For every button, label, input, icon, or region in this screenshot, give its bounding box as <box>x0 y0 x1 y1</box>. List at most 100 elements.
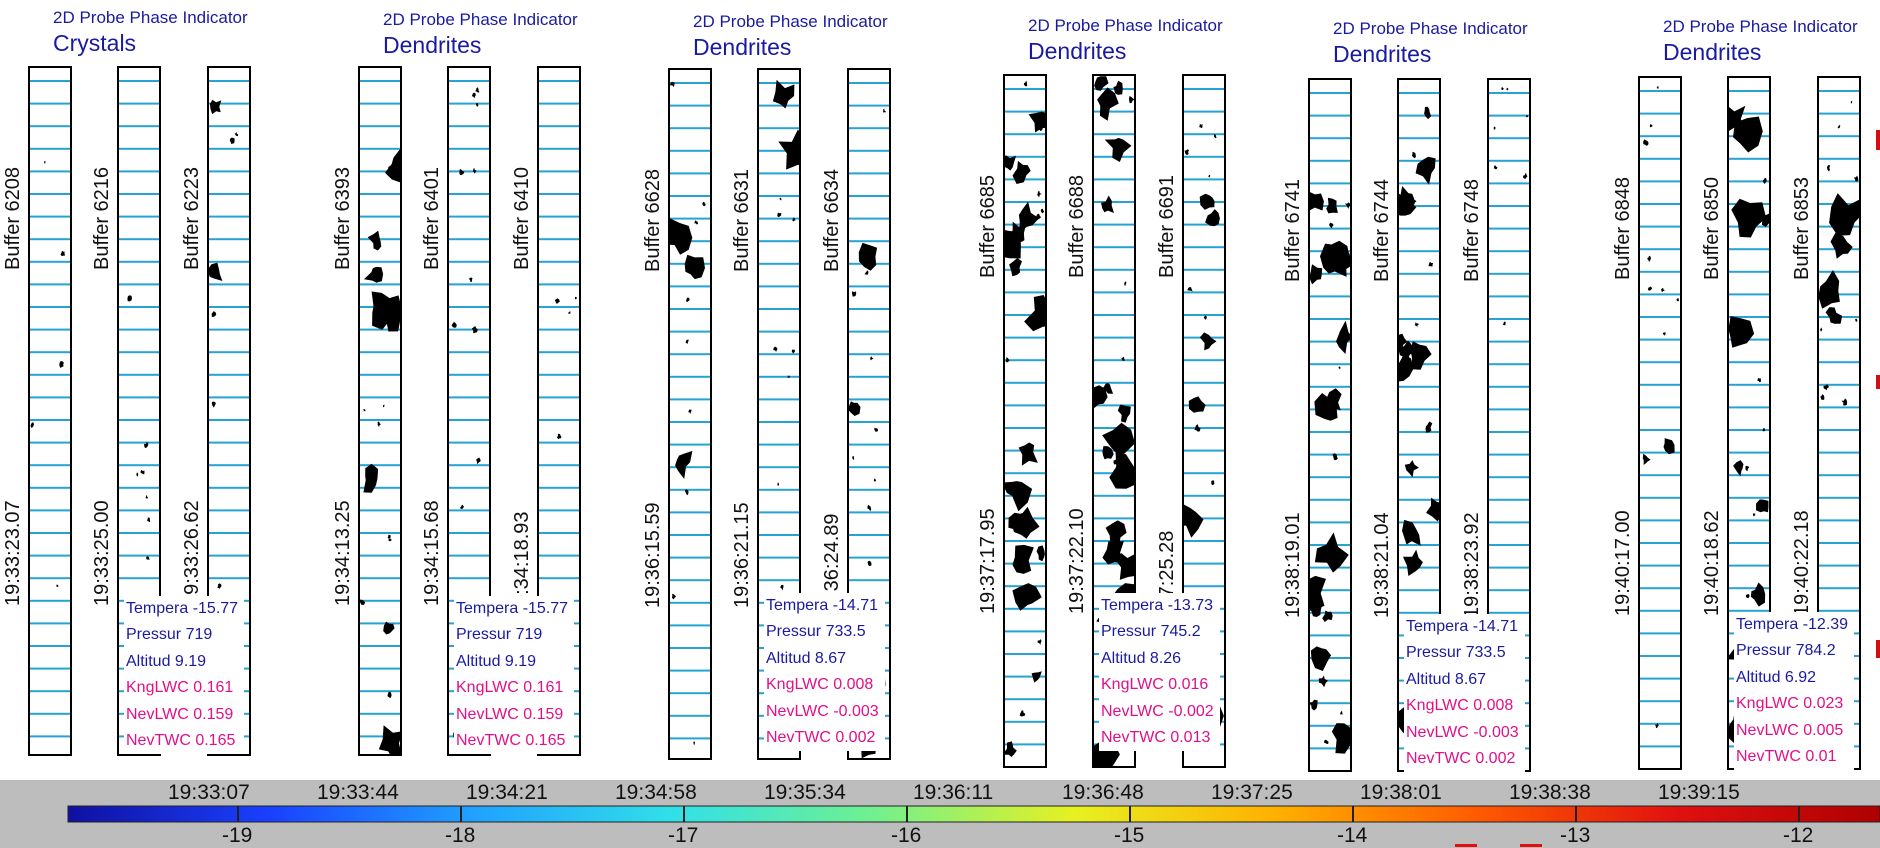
buffer-gridline <box>1640 135 1680 138</box>
buffer-gridline <box>670 534 710 536</box>
buffer-gridline <box>209 351 249 354</box>
ice-particle <box>1656 86 1659 89</box>
buffer-gridline <box>539 328 579 331</box>
ice-particle <box>1019 710 1026 717</box>
buffer-number: Buffer 6410 <box>511 166 533 270</box>
buffer-number: Buffer 6688 <box>1066 174 1088 278</box>
buffer-gridline <box>539 532 579 534</box>
buffer-gridline <box>759 398 799 401</box>
ice-particle <box>1208 174 1211 178</box>
buffer-gridline <box>30 532 70 534</box>
buffer-gridline <box>360 690 400 693</box>
phase-classification: Dendrites <box>1028 38 1127 64</box>
buffer-gridline <box>1310 363 1350 366</box>
ice-particle <box>1841 398 1848 406</box>
panel-title: 2D Probe Phase Indicator <box>1333 19 1528 38</box>
pressure-readout: Pressur 719 <box>456 626 543 644</box>
buffer-gridline <box>209 306 249 308</box>
buffer-gridline <box>1310 114 1350 117</box>
buffer-gridline <box>1184 110 1224 113</box>
ice-particle <box>773 346 778 352</box>
colorbar-tick <box>1575 806 1577 822</box>
ice-particle <box>1762 177 1767 184</box>
buffer-gridline <box>1399 498 1439 501</box>
buffer-gridline <box>759 262 799 265</box>
buffer-gridline <box>539 193 579 195</box>
buffer-gridline <box>1819 112 1859 115</box>
ice-particle <box>675 450 693 479</box>
particle-image <box>360 80 400 754</box>
buffer-gridline <box>759 488 799 491</box>
buffer-gridline <box>30 193 70 195</box>
ice-particle <box>1322 610 1333 622</box>
ice-particle <box>1825 307 1843 324</box>
ice-particle <box>451 321 457 328</box>
buffer-gridline <box>1489 205 1529 207</box>
ice-particle <box>1310 646 1332 671</box>
ice-particle <box>56 584 59 587</box>
buffer-image-strip <box>1308 78 1352 772</box>
buffer-gridline <box>670 737 710 740</box>
timestamp-text: 19:38:23.92 <box>1461 512 1483 618</box>
ice-particle <box>1012 160 1031 184</box>
temperature-readout: Tempera -13.73 <box>1101 597 1214 614</box>
buffer-gridline <box>30 102 70 105</box>
buffer-gridline <box>670 104 710 107</box>
buffer-number: Buffer 6853 <box>1791 176 1813 280</box>
buffer-gridline <box>670 488 710 491</box>
buffer-gridline <box>1489 137 1529 140</box>
buffer-gridline <box>1819 564 1859 567</box>
ice-particle <box>1411 151 1416 159</box>
buffer-gridline <box>670 647 710 649</box>
buffer-gridline <box>849 308 889 310</box>
timestamp-text: 19:40:17.00 <box>1612 510 1634 616</box>
buffer-gridline <box>449 532 489 534</box>
buffer-gridline <box>1184 540 1224 542</box>
ice-particle <box>378 725 400 754</box>
buffer-gridline <box>1184 585 1224 588</box>
ice-particle <box>1649 124 1653 128</box>
buffer-image-strip <box>668 68 712 760</box>
buffer-gridline <box>119 351 159 354</box>
buffer-gridline <box>849 511 889 514</box>
ice-particle <box>385 149 400 183</box>
buffer-gridline <box>209 283 249 286</box>
ice-particle <box>1199 193 1215 210</box>
ice-particle <box>1399 333 1408 349</box>
buffer-gridline <box>1310 724 1350 727</box>
buffer-gridline <box>1399 589 1439 592</box>
temperature-readout: Tempera -12.39 <box>1736 616 1849 633</box>
particle-image <box>1310 92 1350 754</box>
buffer-gridline <box>1640 451 1680 454</box>
buffer-gridline <box>539 419 579 421</box>
buffer-gridline <box>360 577 400 580</box>
buffer-gridline <box>119 554 159 557</box>
ice-particle <box>229 137 235 144</box>
buffer-gridline <box>1489 318 1529 320</box>
ice-particle <box>1399 354 1414 382</box>
buffer-gridline <box>1184 88 1224 90</box>
buffer-gridline <box>1310 453 1350 456</box>
ice-particle <box>1336 320 1350 354</box>
ice-particle <box>211 401 216 408</box>
time-tick-label: 19:34:58 <box>615 781 697 804</box>
buffer-gridline <box>1005 472 1045 475</box>
ice-particle <box>1331 723 1350 754</box>
buffer-gridline <box>759 217 799 220</box>
ice-particle <box>554 298 560 304</box>
ice-particle <box>1526 115 1528 118</box>
buffer-gridline <box>449 554 489 557</box>
ice-particle <box>1199 123 1203 128</box>
buffer-gridline <box>1399 611 1439 614</box>
ice-particle <box>1750 582 1766 607</box>
buffer-gridline <box>1640 316 1680 318</box>
timestamp-text: 9:34:18.93 <box>511 511 533 606</box>
buffer-gridline <box>30 215 70 218</box>
buffer-gridline <box>1640 383 1680 386</box>
buffer-gridline <box>1184 133 1224 136</box>
buffer-gridline <box>209 419 249 421</box>
ice-particle <box>1101 382 1114 394</box>
buffer-gridline <box>30 419 70 421</box>
ice-particle <box>1205 209 1220 227</box>
buffer-gridline <box>539 441 579 444</box>
